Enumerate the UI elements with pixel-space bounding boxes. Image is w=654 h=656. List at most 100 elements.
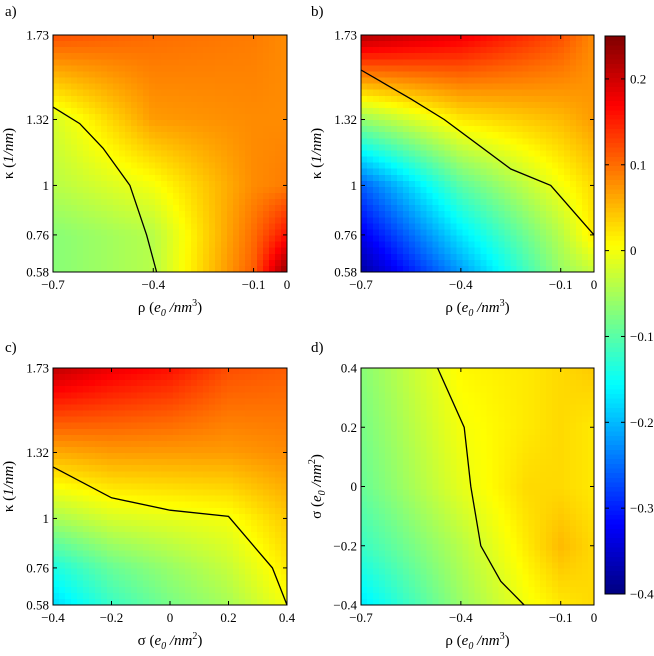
heatmap-cell — [552, 241, 559, 249]
heatmap-cell — [113, 501, 120, 509]
heatmap-cell — [450, 162, 458, 170]
heatmap-cell — [245, 422, 252, 430]
heatmap-cell — [137, 459, 144, 466]
x-tick-label: −0.1 — [242, 277, 266, 292]
heatmap-cell — [534, 95, 541, 103]
heatmap-cell — [480, 144, 488, 152]
heatmap-cell — [378, 35, 386, 42]
heatmap-cell — [534, 229, 541, 237]
heatmap-cell — [486, 253, 494, 261]
heatmap-cell — [546, 217, 553, 224]
heatmap-cell — [143, 77, 150, 85]
heatmap-cell — [125, 374, 132, 381]
heatmap-cell — [390, 483, 398, 491]
heatmap-cell — [432, 186, 440, 194]
heatmap-cell — [372, 126, 380, 133]
heatmap-cell — [570, 59, 577, 66]
heatmap-cell — [444, 168, 452, 176]
heatmap-cell — [263, 526, 270, 533]
heatmap-cell — [65, 513, 72, 521]
heatmap-cell — [269, 459, 276, 466]
heatmap-cell — [239, 107, 246, 115]
heatmap-cell — [384, 538, 392, 545]
heatmap-cell — [564, 247, 571, 255]
heatmap-cell — [155, 120, 162, 127]
heatmap-cell — [83, 386, 90, 393]
heatmap-cell — [480, 107, 488, 115]
heatmap-cell — [185, 550, 192, 557]
heatmap-cell — [65, 580, 72, 588]
heatmap-cell — [251, 447, 258, 454]
heatmap-cell — [486, 89, 494, 97]
heatmap-cell — [498, 114, 505, 121]
heatmap-cell — [185, 223, 192, 231]
heatmap-cell — [137, 114, 144, 121]
heatmap-cell — [179, 199, 186, 206]
heatmap-cell — [155, 513, 162, 521]
heatmap-cell — [528, 53, 535, 60]
x-tick-label: 0.4 — [279, 610, 296, 625]
heatmap-cell — [71, 265, 78, 273]
heatmap-cell — [438, 193, 446, 200]
heatmap-cell — [366, 428, 374, 436]
heatmap-cell — [251, 495, 258, 503]
heatmap-cell — [191, 223, 198, 231]
heatmap-cell — [384, 95, 392, 103]
heatmap-cell — [185, 586, 192, 594]
heatmap-cell — [161, 392, 168, 399]
heatmap-cell — [546, 107, 553, 115]
heatmap-cell — [456, 107, 464, 115]
heatmap-cell — [269, 562, 276, 570]
heatmap-cell — [390, 507, 398, 515]
heatmap-cell — [233, 41, 240, 48]
heatmap-cell — [474, 265, 482, 273]
heatmap-cell — [125, 41, 132, 48]
heatmap-cell — [281, 114, 288, 121]
heatmap-cell — [83, 59, 90, 66]
heatmap-cell — [540, 162, 547, 170]
heatmap-cell — [558, 259, 565, 267]
heatmap-cell — [269, 259, 276, 267]
heatmap-cell — [197, 35, 204, 42]
heatmap-cell — [65, 483, 72, 491]
heatmap-cell — [215, 513, 222, 521]
heatmap-cell — [384, 71, 392, 79]
heatmap-cell — [209, 398, 216, 406]
heatmap-cell — [77, 532, 84, 539]
heatmap-cell — [191, 138, 198, 145]
heatmap-cell — [510, 229, 517, 237]
heatmap-cell — [239, 35, 246, 42]
heatmap-cell — [227, 162, 234, 170]
heatmap-cell — [113, 404, 120, 412]
heatmap-cell — [197, 428, 204, 436]
heatmap-cell — [221, 465, 228, 472]
heatmap-cell — [396, 174, 404, 182]
heatmap-cell — [378, 150, 386, 158]
heatmap-cell — [161, 447, 168, 454]
heatmap-cell — [149, 77, 156, 85]
heatmap-cell — [378, 538, 386, 545]
heatmap-cell — [450, 95, 458, 103]
heatmap-cell — [215, 71, 222, 79]
heatmap-cell — [558, 126, 565, 133]
heatmap-cell — [215, 507, 222, 515]
heatmap-cell — [107, 416, 114, 424]
heatmap-cell — [402, 380, 410, 387]
heatmap-cell — [462, 199, 470, 206]
heatmap-cell — [462, 223, 470, 231]
heatmap-cell — [53, 114, 60, 121]
heatmap-cell — [131, 477, 138, 485]
heatmap-cell — [426, 259, 434, 267]
heatmap-cell — [492, 265, 500, 273]
heatmap-cell — [161, 199, 168, 206]
heatmap-cell — [77, 83, 84, 91]
heatmap-cell — [263, 193, 270, 200]
heatmap-cell — [101, 126, 108, 133]
heatmap-cell — [504, 126, 511, 133]
heatmap-cell — [215, 447, 222, 454]
heatmap-cell — [233, 150, 240, 158]
heatmap-cell — [221, 495, 228, 503]
heatmap-cell — [263, 513, 270, 521]
heatmap-cell — [167, 47, 174, 54]
heatmap-cell — [53, 217, 60, 224]
